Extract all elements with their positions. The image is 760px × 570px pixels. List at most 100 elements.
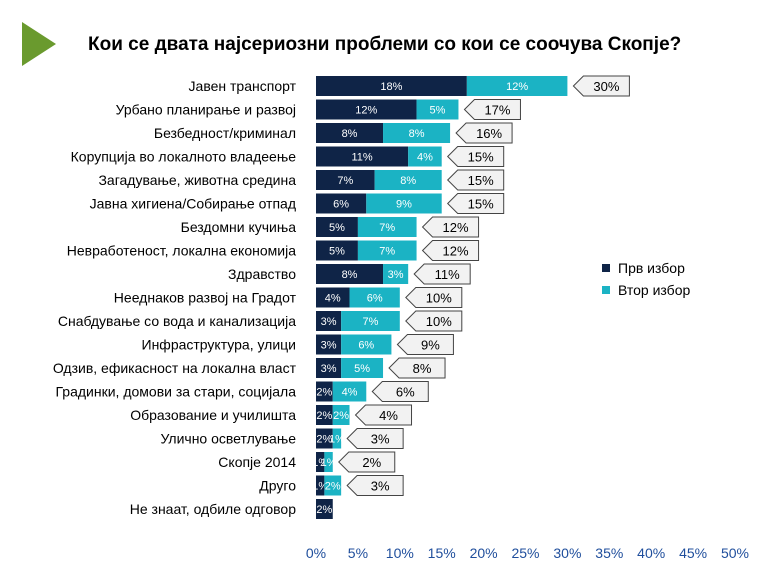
category-label: Јавна хигиена/Собирање отпад — [90, 196, 296, 212]
bar-first-choice — [316, 264, 384, 284]
bar-first-choice-label: 4% — [325, 293, 341, 305]
bar-second-choice-label: 7% — [379, 246, 395, 258]
total-callout — [388, 357, 446, 379]
total-callout — [396, 334, 454, 355]
bar-second-choice — [324, 452, 333, 472]
bar-second-choice — [408, 146, 442, 167]
total-callout-label: 9% — [421, 338, 440, 353]
bar-first-choice-label: 18% — [380, 81, 402, 93]
category-label: Јавен транспорт — [189, 78, 297, 94]
category-label: Скопје 2014 — [218, 454, 296, 470]
total-callout-label: 12% — [443, 244, 469, 259]
total-callout-label: 8% — [413, 361, 432, 376]
total-callout — [446, 169, 505, 191]
x-axis: 0% 5% 10% 15% 20% 25% 30% 35% 40% 45% 50% — [306, 545, 749, 561]
bar-first-choice — [316, 358, 342, 378]
bar-first-choice — [316, 428, 333, 449]
category-label: Улично осветлување — [160, 431, 296, 447]
total-callouts-group: 30% 17% 16% 15% 15% 15% 12% 12% 11% 10% 10% 9% 8% 6% 4… — [338, 75, 630, 496]
category-label: Здравство — [228, 266, 296, 282]
x-tick-label: 0% — [306, 545, 326, 561]
x-tick-label: 45% — [679, 545, 707, 561]
bar-first-choice — [316, 217, 358, 237]
green-triangle-shape — [22, 22, 56, 66]
bar-first-choice — [316, 381, 333, 402]
bar-second-choice — [357, 217, 417, 237]
total-callout-label: 10% — [426, 314, 452, 329]
total-callout-label: 15% — [468, 197, 494, 212]
chart-title: Кои се двата најсериозни проблеми со кои… — [88, 34, 682, 55]
total-callout — [354, 404, 413, 426]
x-tick-label: 25% — [511, 545, 539, 561]
total-callout — [413, 263, 471, 285]
total-callout — [446, 146, 505, 167]
category-label: Невработеност, локална економија — [67, 243, 296, 259]
bar-first-choice-label: 2% — [316, 434, 332, 446]
bar-first-choice-label: 2% — [316, 410, 332, 422]
bar-first-choice-label: 6% — [333, 199, 349, 211]
bar-second-choice-label: 4% — [342, 387, 358, 399]
bar-first-choice — [316, 334, 342, 355]
total-callout — [405, 287, 463, 308]
total-callout — [455, 122, 513, 144]
bar-first-choice-label: 5% — [329, 222, 345, 234]
bar-first-choice-label: 7% — [337, 175, 353, 187]
bar-second-choice-label: 2% — [333, 410, 349, 422]
category-label: Не знаат, одбиле одговор — [130, 501, 296, 517]
bar-second-choice-label: 8% — [400, 175, 416, 187]
bar-second-choice-label: 12% — [506, 81, 528, 93]
bar-second-choice — [332, 428, 342, 449]
bar-first-choice — [316, 123, 384, 143]
total-callout — [346, 475, 404, 496]
total-callout-label: 3% — [371, 479, 390, 494]
bar-first-choice-label: 11% — [351, 152, 372, 164]
bars-group: 18% 12%12% 5%8% 8%11% 4%7% 8%6% 9%5% 7%5% 7%8% 3%… — [312, 76, 568, 519]
category-label: Одзив, ефикасност на локална власт — [53, 360, 297, 376]
legend-swatch — [602, 264, 610, 272]
bar-first-choice-label: 1% — [312, 481, 328, 493]
total-callout-label: 2% — [362, 455, 381, 470]
category-label: Инфраструктура, улици — [142, 337, 297, 353]
bar-second-choice-label: 4% — [417, 152, 433, 164]
bar-second-choice-label: 5% — [430, 105, 446, 117]
bar-second-choice-label: 3% — [388, 269, 404, 281]
bar-second-choice-label: 2% — [325, 481, 341, 493]
total-callout-label: 17% — [484, 103, 510, 118]
bar-second-choice — [466, 76, 568, 96]
x-tick-label: 20% — [470, 545, 498, 561]
bar-second-choice-label: 5% — [354, 363, 370, 375]
bar-second-choice — [357, 240, 417, 261]
bar-second-choice — [383, 123, 451, 143]
category-label: Градинки, домови за стари, социјала — [56, 384, 297, 400]
total-callout — [338, 451, 396, 473]
category-label: Образование и училишта — [130, 407, 296, 423]
bar-second-choice-label: 7% — [379, 222, 395, 234]
x-tick-label: 15% — [428, 545, 456, 561]
bar-second-choice — [341, 334, 392, 355]
legend: Прв избор Втор избор — [602, 260, 690, 298]
x-tick-label: 10% — [386, 545, 414, 561]
legend-label: Прв избор — [618, 260, 685, 276]
total-callout — [421, 240, 480, 261]
category-labels-group: Јавен транспорт Урбано планирање и развој… — [53, 78, 297, 517]
total-callout — [346, 428, 404, 449]
bar-second-choice-label: 7% — [363, 316, 379, 328]
total-callout-label: 10% — [426, 291, 452, 306]
category-label: Безбедност/криминал — [154, 125, 296, 141]
total-callout — [421, 216, 480, 238]
category-label: Корупција во локалното владеење — [71, 149, 297, 165]
bar-second-choice-label: 6% — [367, 293, 383, 305]
bar-second-choice-label: 1% — [329, 434, 345, 446]
bar-second-choice — [383, 264, 409, 284]
bar-second-choice-label: 8% — [409, 128, 425, 140]
category-label: Снабдување со вода и канализација — [58, 313, 296, 329]
total-callout-label: 12% — [443, 220, 469, 235]
bar-first-choice — [316, 193, 367, 214]
x-tick-label: 40% — [637, 545, 665, 561]
bar-first-choice — [316, 170, 375, 190]
x-tick-label: 30% — [553, 545, 581, 561]
x-tick-label: 35% — [595, 545, 623, 561]
total-callout-label: 11% — [435, 267, 460, 282]
bar-second-choice — [341, 311, 400, 331]
